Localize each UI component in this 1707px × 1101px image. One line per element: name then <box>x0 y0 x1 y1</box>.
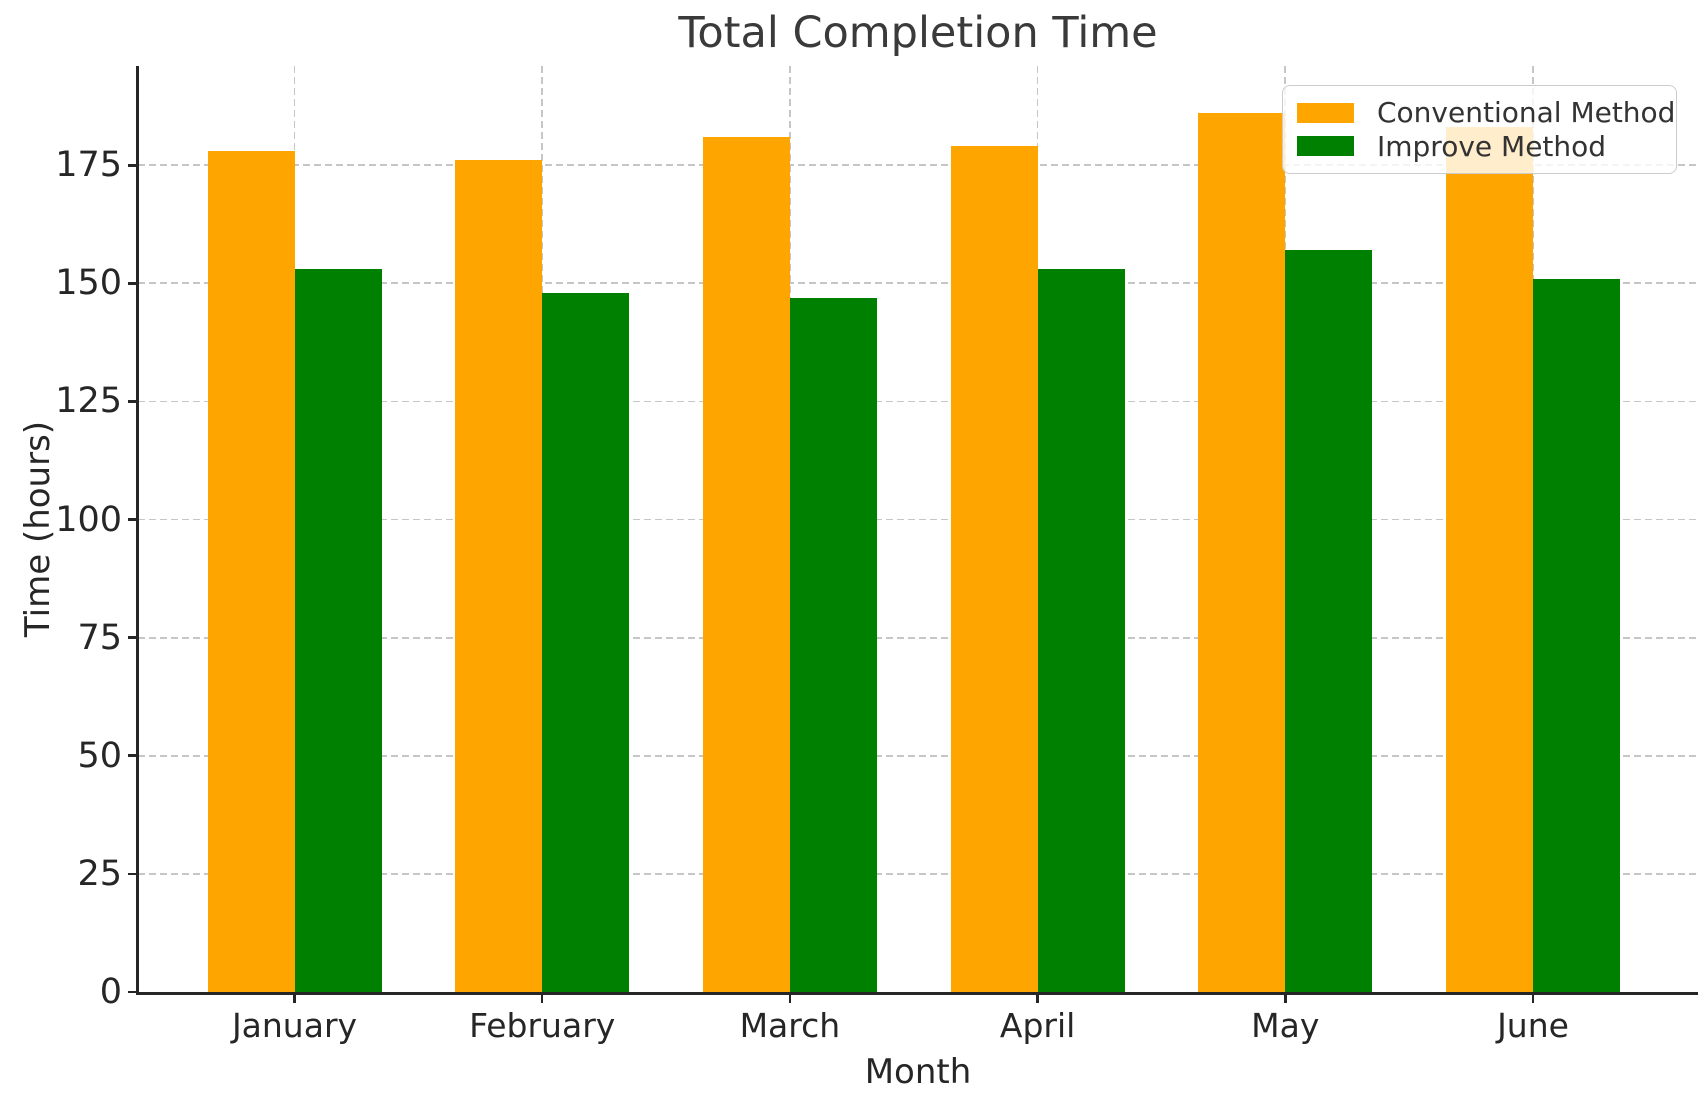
bar-february-improve <box>542 292 630 992</box>
y-tick <box>128 990 138 994</box>
y-gridline <box>138 636 1698 639</box>
legend-item-improve: Improve Method <box>1297 130 1662 163</box>
bar-april-conventional <box>950 146 1038 992</box>
y-gridline <box>138 282 1698 285</box>
bar-april-improve <box>1037 269 1125 992</box>
y-gridline <box>138 872 1698 875</box>
y-tick-label: 175 <box>55 145 122 186</box>
x-axis-label: Month <box>864 1052 972 1092</box>
x-tick <box>788 994 792 1003</box>
y-axis-spine <box>136 66 139 995</box>
bar-march-conventional <box>702 136 790 992</box>
x-tick-label: March <box>739 1006 841 1045</box>
bar-january-conventional <box>207 151 295 992</box>
bar-march-improve <box>789 297 877 992</box>
bar-may-improve <box>1285 250 1373 992</box>
y-tick <box>128 754 138 758</box>
legend-label-improve-method: Improve Method <box>1377 129 1607 163</box>
legend: Conventional Method Improve Method <box>1282 85 1677 174</box>
x-tick <box>1531 994 1535 1003</box>
x-tick-label: April <box>999 1006 1076 1045</box>
y-tick <box>128 163 138 167</box>
x-tick <box>1284 994 1287 1003</box>
legend-item-conventional: Conventional Method <box>1297 96 1675 129</box>
y-gridline <box>138 164 1698 167</box>
y-tick-label: 150 <box>55 263 122 304</box>
y-gridline <box>138 518 1698 521</box>
x-tick-label: May <box>1251 1006 1320 1045</box>
bar-june-conventional <box>1446 127 1533 992</box>
bar-june-improve <box>1533 278 1620 992</box>
bar-february-conventional <box>455 160 543 992</box>
y-tick <box>128 518 138 521</box>
y-tick <box>128 636 138 639</box>
y-tick-label: 100 <box>55 499 122 540</box>
chart-title: Total Completion Time <box>678 8 1158 58</box>
legend-swatch-improve-method <box>1297 136 1354 157</box>
y-gridline <box>138 400 1698 403</box>
bar-january-improve <box>294 269 382 992</box>
bar-may-conventional <box>1198 113 1286 992</box>
y-tick-label: 0 <box>99 972 122 1012</box>
y-tick <box>128 282 138 285</box>
x-tick-label: June <box>1497 1006 1569 1045</box>
y-tick-label: 50 <box>77 735 122 776</box>
y-tick <box>128 400 138 403</box>
x-tick <box>540 994 544 1003</box>
y-tick-label: 125 <box>55 381 122 422</box>
x-tick-label: February <box>469 1006 616 1045</box>
y-gridline <box>138 754 1698 757</box>
legend-swatch-conventional-method <box>1297 102 1354 123</box>
y-tick-label: 25 <box>77 853 122 894</box>
y-tick-label: 75 <box>77 617 122 658</box>
x-tick-label: January <box>231 1006 358 1045</box>
y-tick <box>128 872 138 876</box>
x-tick <box>293 994 296 1003</box>
legend-label-conventional-method: Conventional Method <box>1377 96 1676 130</box>
x-axis-spine <box>136 992 1698 995</box>
x-tick <box>1036 994 1039 1003</box>
